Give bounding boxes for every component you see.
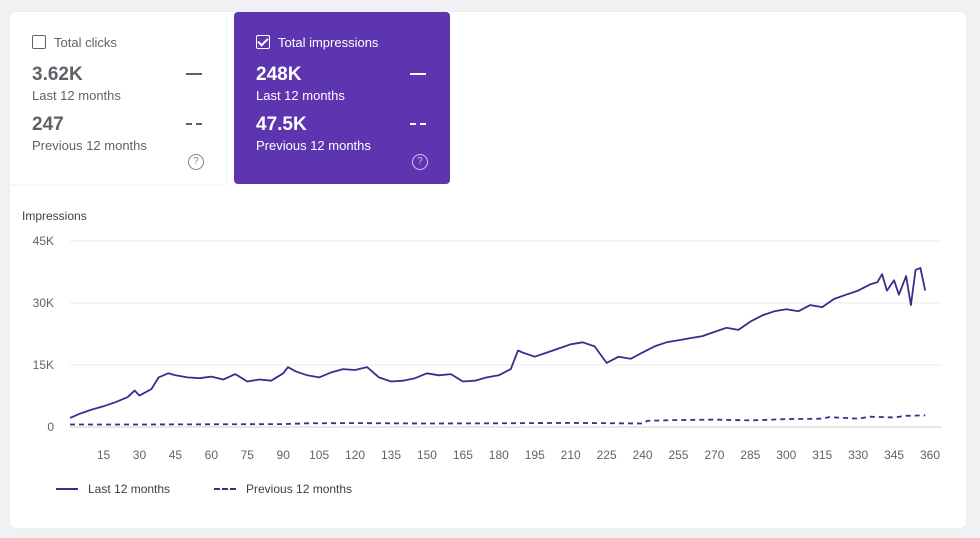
impressions-current-value: 248K: [256, 64, 302, 85]
dashed-line-icon: [214, 488, 236, 490]
y-tick-label: 45K: [33, 234, 54, 248]
x-tick-label: 60: [205, 448, 219, 462]
legend-item-last-12[interactable]: Last 12 months: [56, 482, 170, 496]
x-tick-label: 315: [812, 448, 832, 462]
x-tick-label: 285: [740, 448, 760, 462]
impressions-previous-label: Previous 12 months: [256, 138, 371, 153]
impressions-current-metric: 248K Last 12 months: [256, 64, 345, 103]
clicks-current-value: 3.62K: [32, 64, 83, 85]
total-impressions-card[interactable]: Total impressions 248K Last 12 months 47…: [234, 12, 450, 184]
total-impressions-label: Total impressions: [278, 34, 379, 50]
x-tick-label: 330: [848, 448, 868, 462]
total-clicks-label: Total clicks: [54, 34, 117, 50]
clicks-previous-label: Previous 12 months: [32, 138, 147, 153]
performance-panel: Total clicks 3.62K Last 12 months 247 Pr…: [10, 12, 966, 528]
x-tick-label: 150: [417, 448, 437, 462]
x-tick-label: 345: [884, 448, 904, 462]
x-tick-label: 360: [920, 448, 940, 462]
clicks-current-metric: 3.62K Last 12 months: [32, 64, 121, 103]
legend-label-previous-12: Previous 12 months: [246, 482, 353, 496]
help-icon[interactable]: ?: [188, 154, 204, 170]
impressions-current-label: Last 12 months: [256, 88, 345, 103]
clicks-previous-value: 247: [32, 114, 64, 135]
series-last-12-months-line: [69, 267, 927, 419]
x-tick-label: 105: [309, 448, 329, 462]
dashed-line-icon: [410, 123, 426, 125]
y-tick-label: 0: [47, 420, 54, 434]
x-tick-label: 255: [668, 448, 688, 462]
x-tick-label: 45: [169, 448, 183, 462]
x-tick-label: 90: [277, 448, 291, 462]
solid-line-icon: [56, 488, 78, 490]
x-tick-label: 270: [704, 448, 724, 462]
clicks-previous-metric: 247 Previous 12 months: [32, 114, 147, 153]
x-tick-label: 300: [776, 448, 796, 462]
x-tick-label: 180: [489, 448, 509, 462]
total-clicks-checkbox[interactable]: [32, 35, 46, 49]
x-tick-label: 165: [453, 448, 473, 462]
clicks-current-label: Last 12 months: [32, 88, 121, 103]
x-tick-label: 75: [241, 448, 255, 462]
impressions-chart: 0 15K 30K 45K 15 30 45 60 75 90 105 120 135 150 165 180…: [33, 234, 942, 462]
impressions-previous-value: 47.5K: [256, 114, 307, 135]
total-impressions-header: Total impressions: [256, 32, 428, 52]
legend-item-previous-12[interactable]: Previous 12 months: [214, 482, 352, 496]
help-icon[interactable]: ?: [412, 154, 428, 170]
x-tick-label: 195: [525, 448, 545, 462]
x-tick-label: 30: [133, 448, 147, 462]
series-previous-12-months-line: [70, 414, 926, 426]
legend-label-last-12: Last 12 months: [88, 482, 171, 496]
solid-line-icon: [186, 73, 202, 75]
impressions-previous-metric: 47.5K Previous 12 months: [256, 114, 371, 153]
x-tick-label: 15: [97, 448, 111, 462]
y-tick-label: 15K: [33, 358, 54, 372]
total-impressions-checkbox[interactable]: [256, 35, 270, 49]
x-tick-label: 210: [561, 448, 581, 462]
x-tick-label: 120: [345, 448, 365, 462]
dashed-line-icon: [186, 123, 202, 125]
x-tick-label: 225: [597, 448, 617, 462]
total-clicks-card[interactable]: Total clicks 3.62K Last 12 months 247 Pr…: [10, 12, 226, 184]
solid-line-icon: [410, 73, 426, 75]
x-tick-label: 240: [633, 448, 653, 462]
y-axis-label: Impressions: [22, 209, 87, 223]
total-clicks-header: Total clicks: [32, 32, 204, 52]
y-tick-label: 30K: [33, 296, 54, 310]
x-tick-label: 135: [381, 448, 401, 462]
